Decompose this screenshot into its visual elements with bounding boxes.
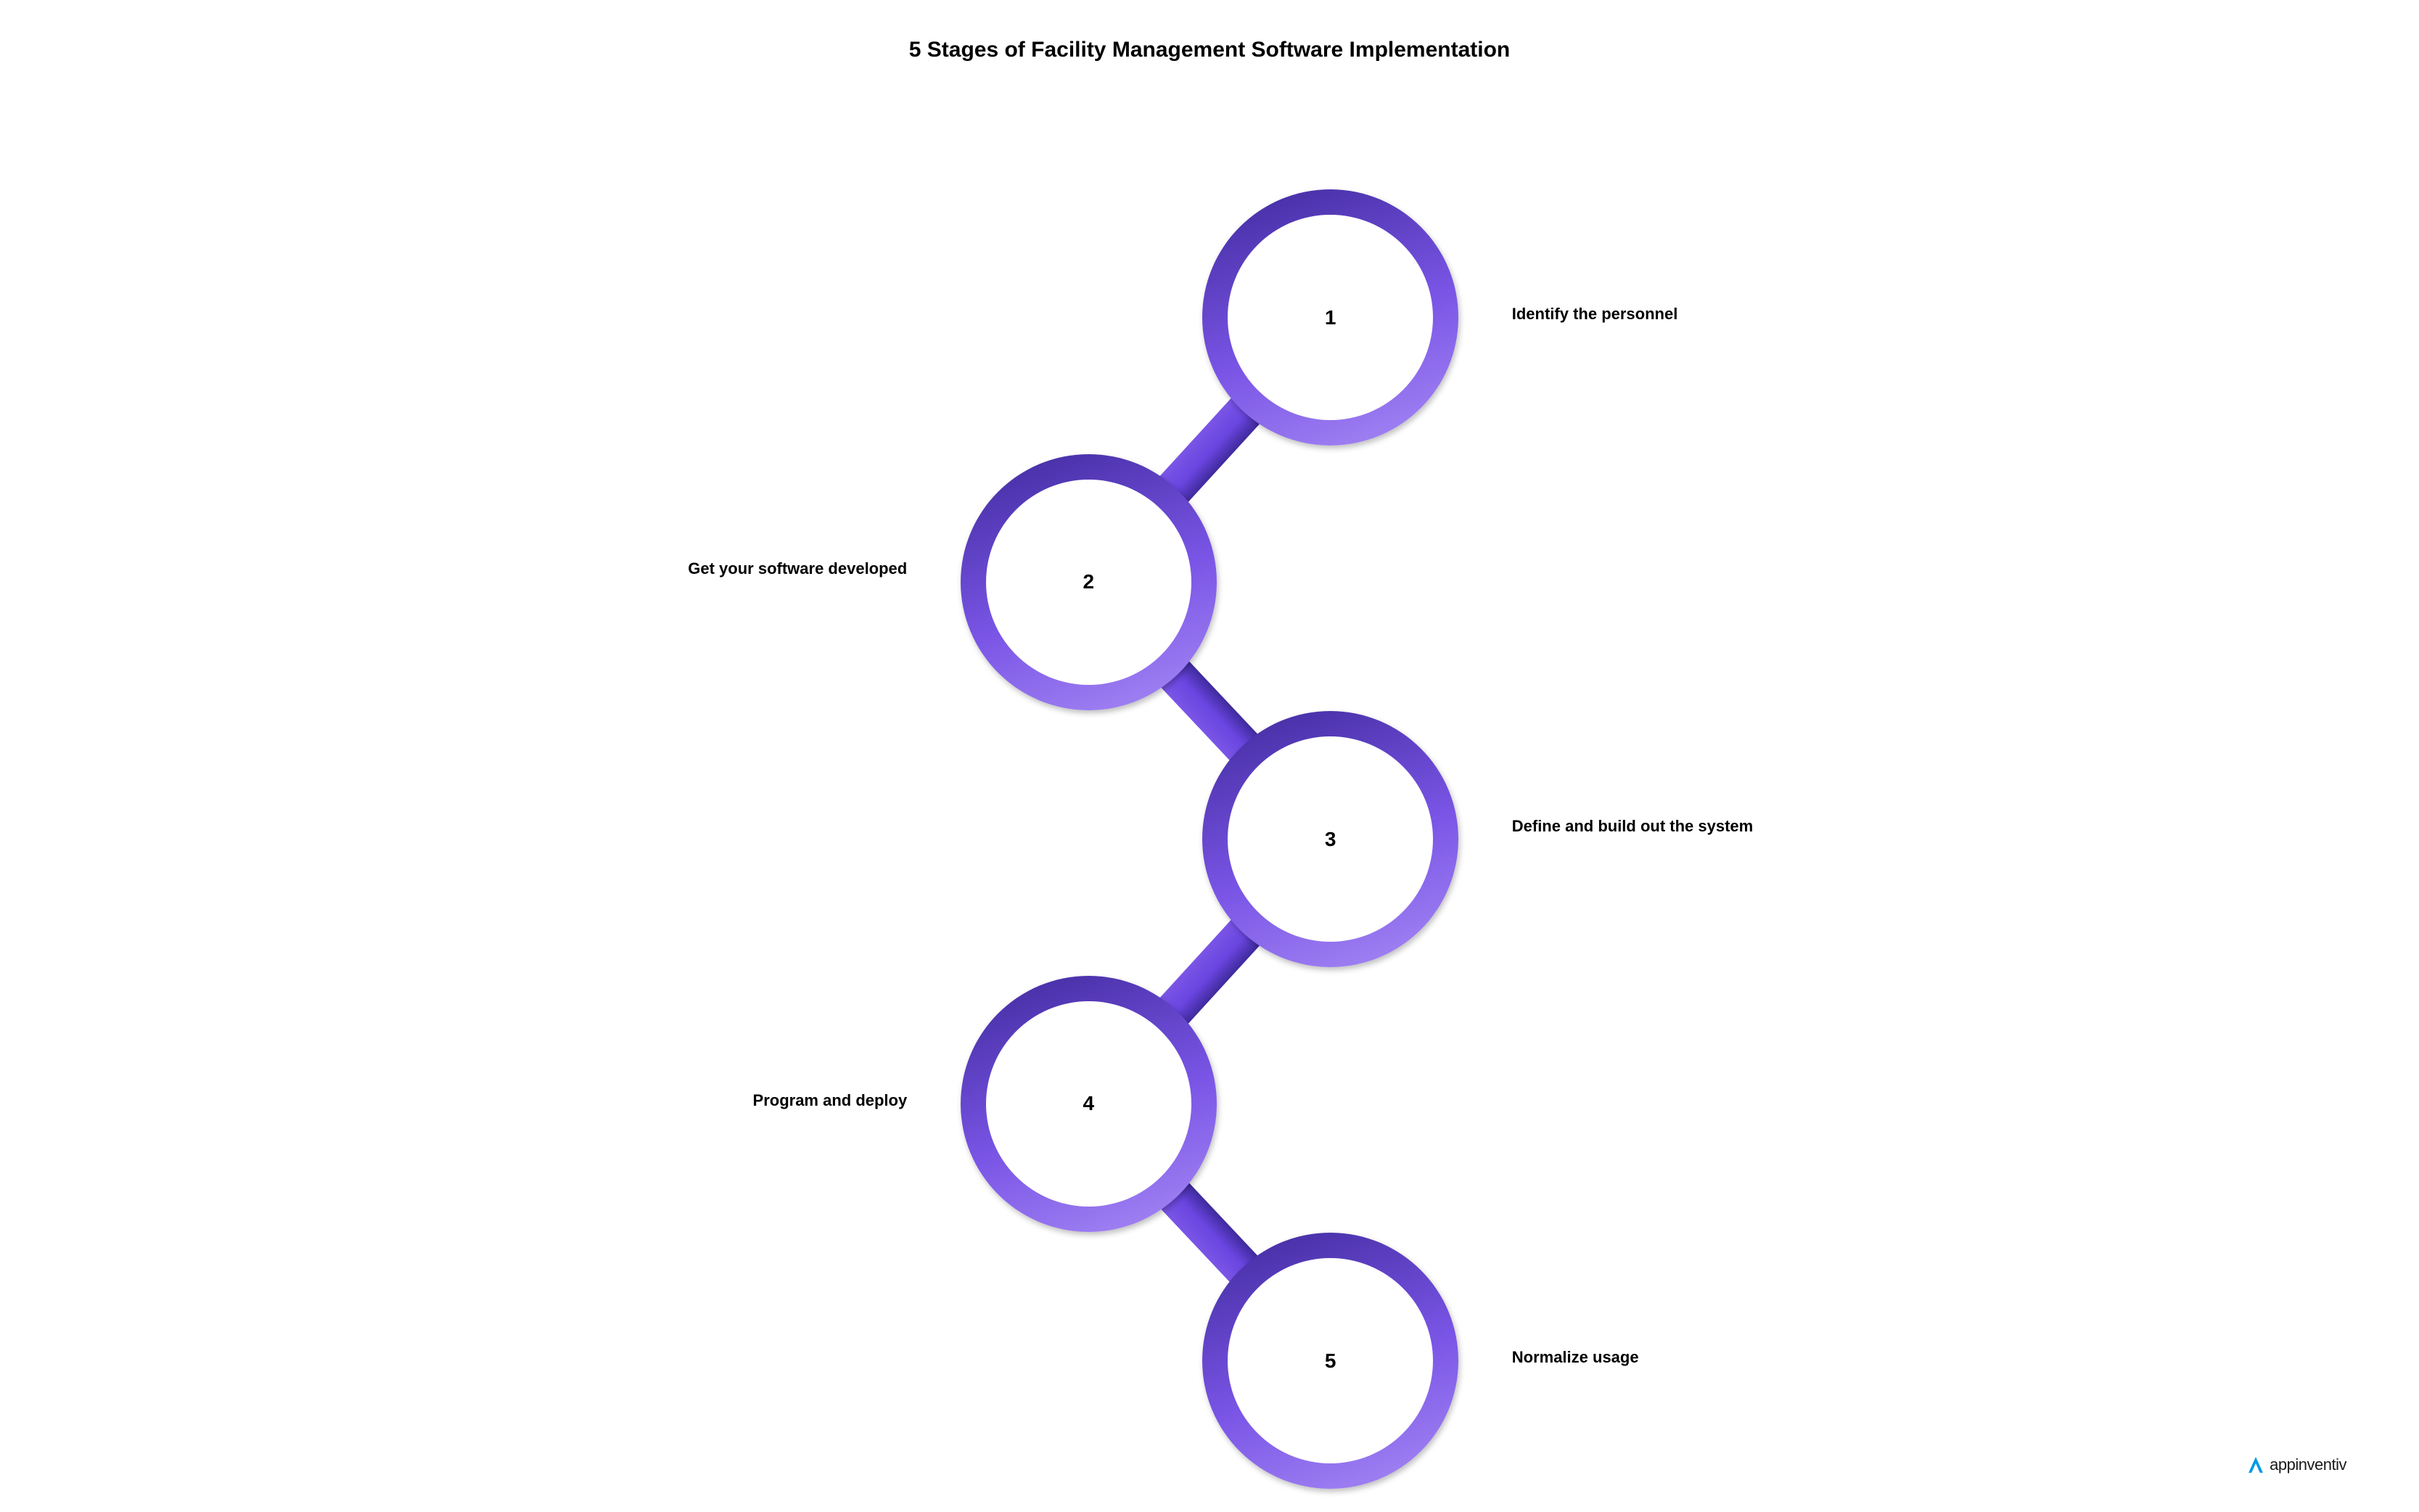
stage-label: Identify the personnel (1512, 303, 2044, 325)
stage-label: Normalize usage (1512, 1347, 2044, 1368)
stage-number: 1 (1325, 306, 1336, 329)
stage-label: Program and deploy (375, 1090, 907, 1112)
stage-node: 3 (1228, 736, 1433, 942)
stage-node: 1 (1228, 215, 1433, 420)
stage-node: 5 (1228, 1258, 1433, 1463)
stage-number: 5 (1325, 1349, 1336, 1373)
stage-node: 4 (986, 1001, 1191, 1207)
brand-logo: appinventiv (2246, 1455, 2346, 1474)
stage-number: 2 (1083, 570, 1094, 593)
infographic-container: 5 Stages of Facility Management Software… (0, 0, 2419, 1512)
stage-label: Get your software developed (375, 558, 907, 580)
logo-icon (2246, 1455, 2265, 1474)
stages-diagram: 1 Identify the personnel 2 Get your softwar… (0, 0, 2419, 1512)
stage-number: 4 (1083, 1092, 1094, 1115)
logo-text: appinventiv (2270, 1455, 2346, 1474)
stage-label: Define and build out the system (1512, 815, 2044, 837)
stage-number: 3 (1325, 828, 1336, 851)
stage-node: 2 (986, 480, 1191, 685)
